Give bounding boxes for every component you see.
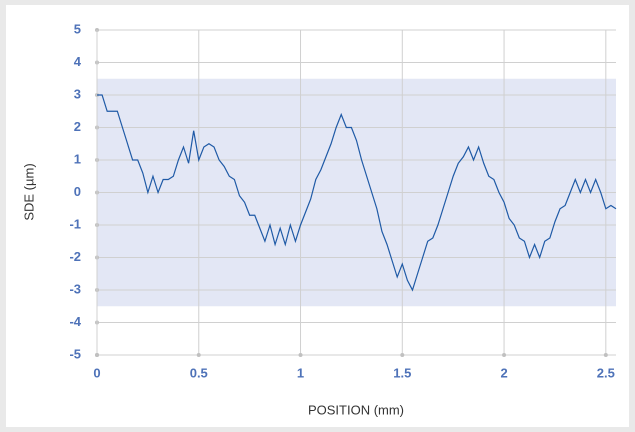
y-tick-label: -1 bbox=[69, 216, 81, 231]
y-tick-label: 5 bbox=[74, 21, 81, 36]
x-tick-label: 1.5 bbox=[393, 365, 411, 380]
y-tick-label: 1 bbox=[74, 151, 81, 166]
y-tick-label: -3 bbox=[69, 281, 81, 296]
x-tick-label: 2.5 bbox=[597, 365, 615, 380]
x-tick-label: 0.5 bbox=[190, 365, 208, 380]
x-tick-mark bbox=[603, 353, 608, 357]
y-tick-label: -2 bbox=[69, 249, 81, 264]
y-tick-label: 0 bbox=[74, 184, 81, 199]
x-tick-mark bbox=[502, 353, 507, 357]
x-tick-label: 0 bbox=[93, 365, 100, 380]
y-tick-label: 3 bbox=[74, 86, 81, 101]
y-tick-label: 2 bbox=[74, 119, 81, 134]
x-axis-title: POSITION (mm) bbox=[308, 402, 404, 417]
y-tick-label: -5 bbox=[69, 346, 81, 361]
x-tick-label: 1 bbox=[297, 365, 304, 380]
y-tick-label: 4 bbox=[74, 54, 82, 69]
data-line bbox=[97, 94, 617, 292]
y-axis-title: SDE (µm) bbox=[21, 163, 36, 220]
x-tick-mark bbox=[196, 353, 201, 357]
y-tick-label: -4 bbox=[69, 314, 81, 329]
x-tick-mark bbox=[400, 353, 405, 357]
x-tick-mark bbox=[95, 353, 99, 357]
x-tick-label: 2 bbox=[500, 365, 507, 380]
x-tick-mark bbox=[298, 353, 303, 357]
